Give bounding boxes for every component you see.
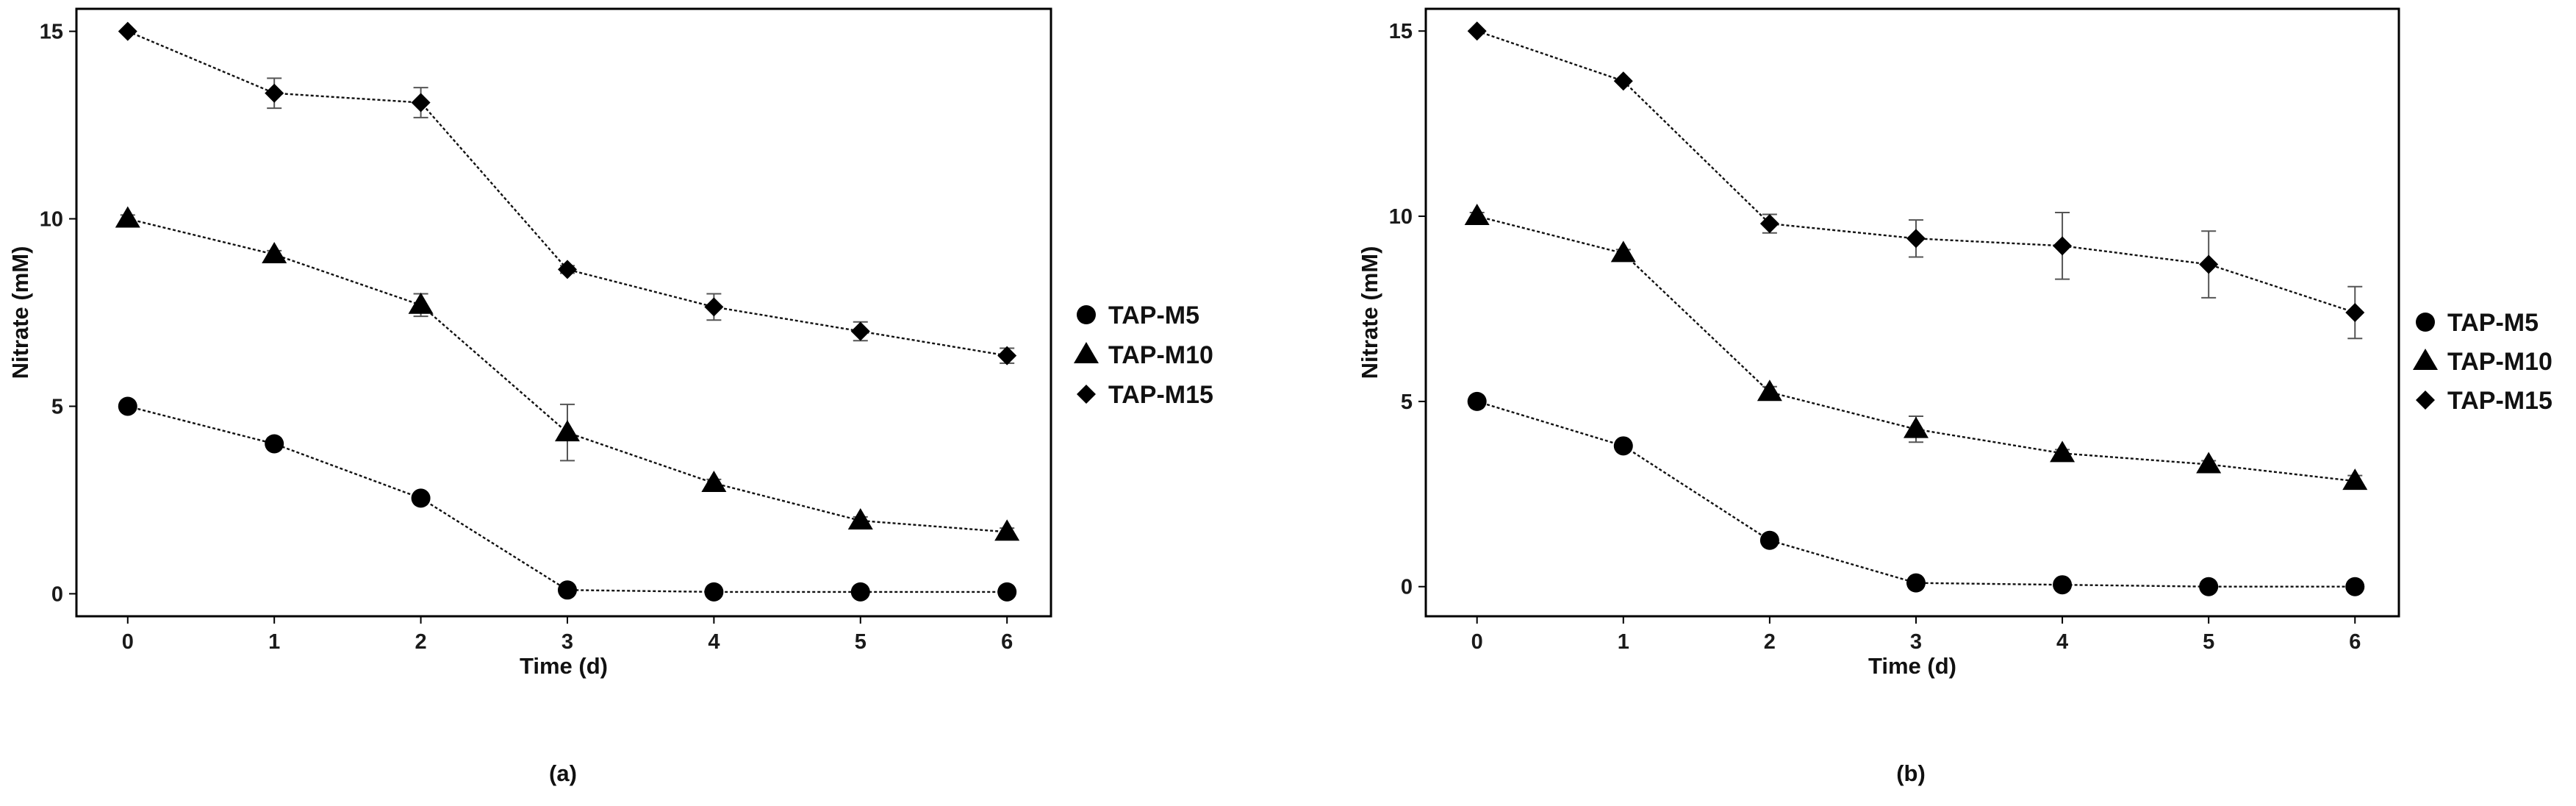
legend-label: TAP-M5 [1108, 302, 1199, 329]
x-axis-title: Time (d) [1868, 653, 1956, 679]
legend-triangle-icon [2413, 349, 2438, 370]
y-tick-label: 15 [1389, 20, 1413, 43]
series-line [1477, 30, 2356, 314]
data-point [557, 580, 577, 600]
x-tick-label: 2 [415, 630, 427, 654]
data-point [2345, 303, 2365, 322]
data-point [554, 420, 580, 442]
panel-caption: (b) [1896, 760, 1926, 786]
data-point [1467, 21, 1487, 41]
data-point [115, 206, 140, 228]
plot-frame [75, 7, 1052, 618]
series-tap-m10 [1464, 204, 2368, 491]
legend-triangle-icon [1074, 342, 1099, 363]
legend-label: TAP-M10 [2447, 348, 2552, 376]
plot-frame [1424, 7, 2400, 618]
x-tick-label: 3 [1910, 630, 1922, 654]
data-point [1613, 71, 1633, 91]
data-point [1464, 204, 1490, 226]
data-point [2053, 575, 2073, 595]
series-tap-m15 [118, 21, 1017, 365]
data-point [1613, 436, 1633, 456]
data-point [265, 434, 284, 454]
data-point [411, 93, 431, 113]
data-point [1467, 391, 1487, 411]
data-point [557, 260, 577, 279]
y-axis-title: Nitrate (mM) [1357, 246, 1382, 379]
legend-label: TAP-M5 [2447, 309, 2539, 337]
x-tick-label: 4 [708, 630, 720, 654]
y-tick-label: 5 [1401, 390, 1413, 414]
data-point [997, 582, 1017, 602]
legend-label: TAP-M15 [1108, 381, 1213, 409]
data-point [2050, 441, 2075, 463]
x-axis-title: Time (d) [520, 653, 608, 679]
legend-diamond-icon [2416, 390, 2435, 410]
legend-label: TAP-M15 [2447, 387, 2552, 415]
series-tap-m10 [115, 206, 1020, 541]
legend-diamond-icon [1077, 385, 1096, 404]
data-point [2345, 577, 2365, 596]
data-point [411, 488, 431, 508]
data-point [994, 519, 1020, 541]
legend-circle-icon [2416, 313, 2435, 332]
x-tick-label: 6 [1001, 630, 1013, 654]
data-point [701, 470, 727, 492]
legend-label: TAP-M10 [1108, 341, 1213, 369]
legend-circle-icon [1077, 305, 1096, 324]
data-point [262, 241, 287, 263]
y-tick-label: 10 [1389, 205, 1413, 229]
data-point [850, 321, 870, 341]
data-point [1759, 214, 1779, 234]
data-point [1759, 530, 1779, 550]
y-tick-label: 0 [1401, 576, 1413, 599]
data-point [408, 292, 434, 314]
series-line [127, 30, 1008, 357]
x-tick-label: 1 [268, 630, 280, 654]
y-tick-label: 0 [51, 582, 63, 606]
data-point [850, 582, 870, 602]
x-tick-label: 5 [2203, 630, 2214, 654]
data-point [704, 297, 724, 317]
legend: TAP-M5 TAP-M10 TAP-M15 [2413, 309, 2552, 415]
y-axis-title: Nitrate (mM) [7, 246, 33, 379]
legend: TAP-M5 TAP-M10 TAP-M15 [1074, 302, 1213, 409]
y-tick-label: 15 [40, 21, 63, 44]
series-tap-m5 [1467, 391, 2365, 596]
x-tick-label: 0 [122, 630, 134, 654]
x-tick-label: 1 [1618, 630, 1629, 654]
y-tick-label: 10 [40, 208, 63, 232]
y-tick-label: 5 [51, 395, 63, 418]
data-point [2199, 254, 2219, 274]
data-point [2196, 452, 2222, 474]
x-tick-label: 3 [562, 630, 573, 654]
data-point [118, 396, 137, 416]
series-tap-m5 [118, 396, 1017, 602]
data-point [2199, 577, 2219, 596]
x-tick-label: 0 [1471, 630, 1483, 654]
data-point [2053, 236, 2073, 256]
data-point [2342, 468, 2368, 491]
data-point [704, 582, 724, 602]
data-point [1906, 573, 1926, 593]
x-tick-label: 4 [2056, 630, 2068, 654]
x-tick-label: 6 [2349, 630, 2361, 654]
panel-caption: (a) [549, 760, 577, 786]
data-point [1903, 416, 1929, 438]
x-tick-label: 5 [855, 630, 867, 654]
data-point [1906, 229, 1926, 249]
data-point [847, 507, 873, 529]
data-point [265, 83, 284, 103]
data-point [118, 21, 137, 41]
x-tick-label: 2 [1764, 630, 1776, 654]
data-point [1757, 379, 1782, 402]
series-tap-m15 [1467, 21, 2365, 340]
data-point [1610, 240, 1636, 263]
data-point [997, 346, 1017, 365]
